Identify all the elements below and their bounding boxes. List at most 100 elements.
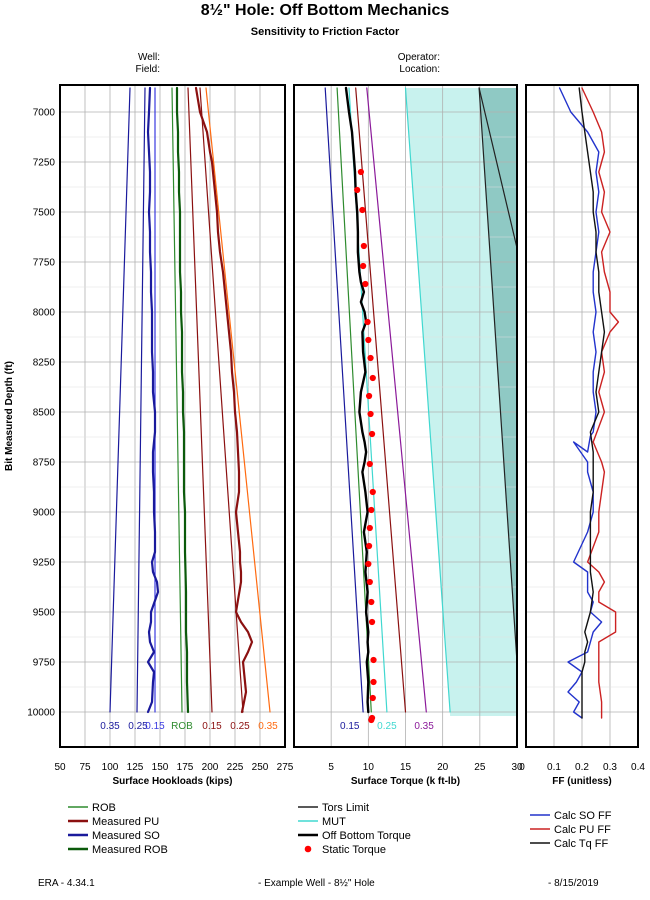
x-tick-label: 0.3: [603, 762, 617, 773]
x-tick-label: 100: [102, 762, 119, 773]
x-tick-label: 150: [152, 762, 169, 773]
curve-label: 0.35: [414, 721, 434, 732]
static-torque-point: [366, 578, 373, 586]
hookload-series-pu-025: [199, 87, 244, 713]
curve-label: 0.25: [377, 721, 397, 732]
x-tick-label: 0.2: [575, 762, 589, 773]
location-label: Location:: [399, 64, 440, 75]
static-torque-point: [369, 694, 376, 702]
curve-label: ROB: [171, 721, 193, 732]
static-torque-point: [368, 716, 375, 724]
legend-label: Calc PU FF: [554, 824, 611, 836]
hookload-frame: [59, 84, 286, 748]
operator-location-header: Operator: Location:: [360, 52, 440, 76]
static-torque-point: [370, 656, 377, 664]
hookload-series-rob: [171, 87, 183, 713]
static-torque-point: [366, 524, 373, 532]
legend-label: MUT: [322, 816, 346, 828]
torque-series-tq-blue: [324, 87, 364, 713]
y-tick-label: 7250: [33, 158, 56, 169]
y-tick-label: 8500: [33, 408, 56, 419]
x-tick-label: 30: [511, 762, 523, 773]
footer-date: - 8/15/2019: [548, 878, 599, 889]
torque-series-mut-line: [404, 87, 451, 713]
y-tick-label: 7750: [33, 258, 56, 269]
y-tick-label: 9250: [33, 558, 56, 569]
y-tick-label: 8250: [33, 358, 56, 369]
legend-label: Measured ROB: [92, 844, 168, 856]
torque-series-tors-b: [478, 87, 518, 663]
x-tick-label: 275: [277, 762, 294, 773]
static-torque-point: [365, 336, 372, 344]
static-torque-point: [360, 242, 367, 250]
y-tick-label: 7500: [33, 208, 56, 219]
static-torque-point: [368, 598, 375, 606]
hookload-series-measured-rob: [175, 86, 190, 714]
y-tick-label: 9000: [33, 508, 56, 519]
static-torque-point: [365, 560, 372, 568]
x-tick-label: 225: [227, 762, 244, 773]
legend-label: Calc Tq FF: [554, 838, 608, 850]
x-tick-label: 175: [177, 762, 194, 773]
curve-label: 0.15: [340, 721, 360, 732]
x-tick-label: 10: [363, 762, 375, 773]
x-tick-label: 20: [437, 762, 449, 773]
x-axis-label: FF (unitless): [552, 776, 611, 787]
legend-swatch-dot: [304, 845, 312, 853]
hookload-series-pu-015: [187, 87, 213, 713]
torque-series-tors-a: [478, 87, 518, 249]
static-torque-point: [365, 542, 373, 550]
ff-series-calc-pu-ff: [581, 87, 620, 719]
torque-series-tq-red: [355, 87, 407, 713]
y-tick-label: 7000: [33, 108, 56, 119]
static-torque-point: [362, 280, 369, 288]
x-axis-label: Surface Hookloads (kips): [112, 776, 232, 787]
well-field-header: Well: Field:: [100, 52, 160, 76]
legend-label: ROB: [92, 802, 116, 814]
hookload-series-measured-pu: [194, 86, 254, 714]
footer-version: ERA - 4.34.1: [38, 878, 95, 889]
y-tick-label: 8750: [33, 458, 56, 469]
x-tick-label: 125: [127, 762, 144, 773]
curve-label: 0.35: [258, 721, 278, 732]
legend-label: Off Bottom Torque: [322, 830, 411, 842]
x-tick-label: 0: [519, 762, 525, 773]
hookload-series-so-025: [136, 87, 146, 713]
x-tick-label: 0.1: [547, 762, 561, 773]
hookload-series-pu-035: [205, 87, 271, 713]
static-torque-point: [367, 410, 374, 418]
x-tick-label: 0.4: [631, 762, 645, 773]
static-torque-point: [354, 186, 361, 194]
chart-subtitle: Sensitivity to Friction Factor: [250, 26, 400, 38]
legend-label: Measured PU: [92, 816, 159, 828]
x-tick-label: 250: [252, 762, 269, 773]
curve-label: 0.35: [100, 721, 120, 732]
ff-frame: [525, 84, 639, 748]
static-torque-point: [368, 506, 375, 514]
curve-label: 0.25: [128, 721, 148, 732]
torque-series-tq-purple: [366, 87, 427, 713]
legend-label: Measured SO: [92, 830, 160, 842]
x-tick-label: 25: [474, 762, 486, 773]
torque-frame: [293, 84, 518, 748]
y-axis-label: Bit Measured Depth (ft): [4, 361, 15, 471]
legend-label: Calc SO FF: [554, 810, 612, 822]
static-torque-point: [370, 678, 377, 686]
ff-series-calc-so-ff: [558, 87, 603, 719]
x-axis-label: Surface Torque (k ft-lb): [351, 776, 460, 787]
x-tick-label: 5: [328, 762, 334, 773]
legend-label: Static Torque: [322, 844, 386, 856]
static-torque-point: [368, 430, 376, 438]
operator-label: Operator:: [397, 52, 440, 63]
x-tick-label: 200: [202, 762, 219, 773]
footer-well: - Example Well - 8½" Hole: [258, 878, 375, 889]
field-label: Field:: [135, 64, 160, 75]
static-torque-point: [368, 618, 376, 626]
static-torque-point: [365, 392, 373, 400]
torque-series-off-bottom-torque: [344, 86, 370, 714]
static-torque-point: [360, 262, 367, 270]
well-label: Well:: [137, 52, 160, 63]
curve-label: 0.25: [230, 721, 250, 732]
y-tick-label: 10000: [27, 708, 55, 719]
